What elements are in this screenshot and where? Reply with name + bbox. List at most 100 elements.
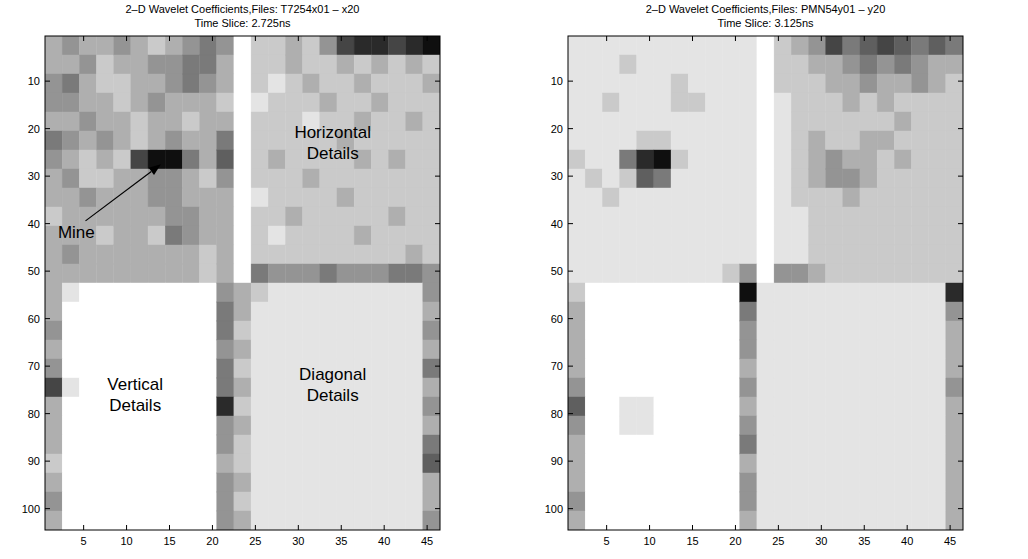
cell (791, 93, 808, 112)
cell (688, 378, 705, 397)
cell (808, 511, 825, 530)
cell (705, 55, 722, 74)
cell (114, 93, 131, 112)
cell (705, 93, 722, 112)
cell (165, 207, 182, 226)
y-tick (568, 176, 573, 177)
cell (946, 378, 963, 397)
x-tick (169, 525, 170, 530)
cell (860, 378, 877, 397)
cell (62, 131, 79, 150)
cell (774, 112, 791, 131)
cell (337, 169, 354, 188)
cell (740, 340, 757, 359)
cell (423, 416, 440, 435)
cell (585, 169, 602, 188)
cell (774, 492, 791, 511)
cell (585, 226, 602, 245)
cell (826, 283, 843, 302)
cell (911, 226, 928, 245)
cell (217, 473, 234, 492)
cell (929, 340, 946, 359)
cell (723, 473, 740, 492)
cell (371, 378, 388, 397)
cell (894, 226, 911, 245)
cell (757, 226, 774, 245)
cell (320, 226, 337, 245)
cell (585, 511, 602, 530)
cell (808, 302, 825, 321)
cell (877, 36, 894, 55)
cell (671, 359, 688, 378)
cell (946, 359, 963, 378)
cell (200, 55, 217, 74)
x-tick (950, 525, 951, 530)
cell (337, 36, 354, 55)
cell (423, 188, 440, 207)
arrow (86, 171, 152, 220)
cell (337, 473, 354, 492)
cell (911, 36, 928, 55)
cell (371, 93, 388, 112)
cell (654, 188, 671, 207)
cell (757, 36, 774, 55)
cell (45, 150, 62, 169)
cell (877, 397, 894, 416)
y-tick (45, 176, 50, 177)
y-tick (958, 366, 963, 367)
cell (114, 302, 131, 321)
cell (705, 207, 722, 226)
cell (45, 321, 62, 340)
cell (423, 207, 440, 226)
cell (200, 359, 217, 378)
cell (843, 321, 860, 340)
cell (217, 359, 234, 378)
cell (929, 511, 946, 530)
cell (251, 283, 268, 302)
y-tick-label: 100 (545, 503, 563, 515)
cell (165, 492, 182, 511)
cell (79, 454, 96, 473)
cell (200, 397, 217, 416)
cell (131, 245, 148, 264)
cell (148, 245, 165, 264)
cell (860, 435, 877, 454)
cell (654, 207, 671, 226)
cell (165, 131, 182, 150)
cell (251, 473, 268, 492)
cell (406, 454, 423, 473)
cell (671, 36, 688, 55)
cell (911, 169, 928, 188)
cell (268, 226, 285, 245)
cell (200, 245, 217, 264)
cell (79, 321, 96, 340)
cell (423, 283, 440, 302)
cell (79, 93, 96, 112)
cell (637, 378, 654, 397)
cell (268, 150, 285, 169)
cell (165, 264, 182, 283)
cell (688, 492, 705, 511)
cell (877, 473, 894, 492)
cell (723, 283, 740, 302)
cell (585, 359, 602, 378)
cell (585, 112, 602, 131)
cell (62, 283, 79, 302)
x-tick (821, 36, 822, 41)
cell (268, 131, 285, 150)
y-tick-label: 20 (28, 123, 40, 135)
cell (406, 435, 423, 454)
cell (688, 435, 705, 454)
cell (671, 188, 688, 207)
cell (217, 55, 234, 74)
cell (654, 473, 671, 492)
cell (45, 340, 62, 359)
cell (671, 397, 688, 416)
cell (585, 36, 602, 55)
cell (637, 511, 654, 530)
cell (602, 93, 619, 112)
cell (929, 378, 946, 397)
cell (251, 378, 268, 397)
cell (62, 169, 79, 188)
cell (165, 245, 182, 264)
